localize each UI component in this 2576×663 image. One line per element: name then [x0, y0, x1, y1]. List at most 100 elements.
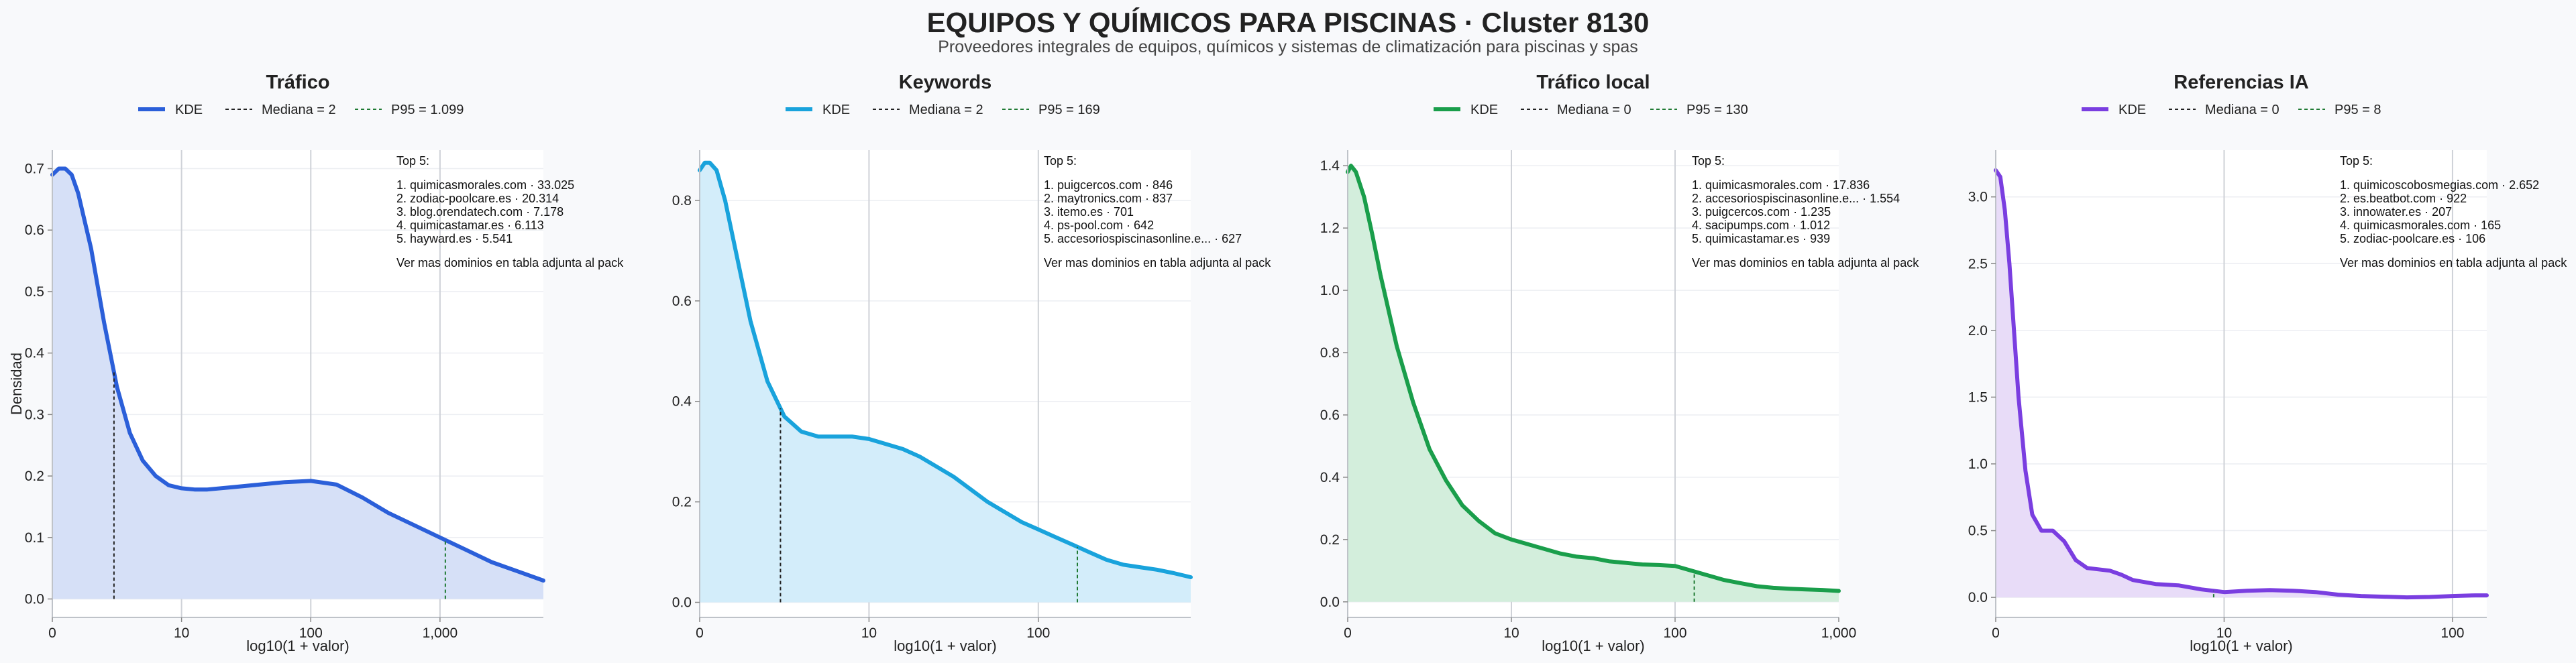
- y-tick-label: 0.6: [672, 294, 692, 309]
- top5-title: Top 5:: [1692, 154, 1725, 168]
- y-tick-label: 3.0: [1968, 190, 1988, 205]
- kde-area: [700, 162, 1191, 603]
- x-tick-label: 10: [1503, 625, 1519, 641]
- top5-title: Top 5:: [396, 154, 429, 168]
- x-tick-label: 100: [299, 625, 323, 641]
- top5-title: Top 5:: [1044, 154, 1077, 168]
- top5-item: 2. accesoriospiscinasonline.e... · 1.554: [1692, 192, 1900, 205]
- top5-item: 4. quimicastamar.es · 6.113: [396, 219, 544, 232]
- y-tick-label: 0.5: [25, 284, 44, 300]
- top5-footer: Ver mas dominios en tabla adjunta al pac…: [1692, 256, 1919, 269]
- x-tick-label: 10: [861, 625, 877, 641]
- top5-item: 1. quimicasmorales.com · 33.025: [396, 178, 574, 192]
- kde-area: [52, 168, 543, 599]
- x-tick-label: 0: [696, 625, 704, 641]
- y-tick-label: 0.6: [25, 223, 44, 238]
- legend-median-label: Mediana = 2: [909, 103, 983, 117]
- x-tick-label: 0: [1992, 625, 2000, 641]
- x-tick-label: 100: [2440, 625, 2464, 641]
- legend-p95-label: P95 = 169: [1038, 103, 1100, 117]
- top5-item: 4. sacipumps.com · 1.012: [1692, 219, 1830, 232]
- legend-p95-label: P95 = 8: [2334, 103, 2381, 117]
- top5-item: 4. quimicasmorales.com · 165: [2340, 219, 2501, 232]
- kde-line: [1346, 164, 1841, 593]
- x-tick-label: 1,000: [1821, 625, 1857, 641]
- y-tick-label: 0.0: [1968, 590, 1988, 605]
- chart-panel-2: 0.0 0.2 0.4 0.6 0.8 0 10 100 log10(1 + valor) Key…: [672, 72, 1271, 654]
- top5-item: 4. ps-pool.com · 642: [1044, 219, 1154, 232]
- legend-p95-label: P95 = 130: [1686, 103, 1748, 117]
- y-tick-label: 0.7: [25, 162, 44, 177]
- top5-item: 3. innowater.es · 207: [2340, 205, 2452, 219]
- y-tick-label: 0.0: [25, 591, 44, 607]
- top5-item: 2. zodiac-poolcare.es · 20.314: [396, 192, 559, 205]
- y-tick-label: 0.4: [25, 346, 45, 361]
- kde-area: [1996, 170, 2487, 598]
- x-tick-label: 1,000: [423, 625, 458, 641]
- kde-line: [698, 160, 1193, 579]
- x-axis-label: log10(1 + valor): [1542, 638, 1644, 654]
- x-tick-label: 10: [174, 625, 189, 641]
- legend-kde-label: KDE: [822, 103, 850, 117]
- panel-title: Tráfico: [266, 72, 329, 93]
- y-tick-label: 1.0: [1320, 283, 1340, 298]
- figure-title: EQUIPOS Y QUÍMICOS PARA PISCINAS · Clust…: [926, 7, 1650, 38]
- y-tick-label: 0.1: [25, 530, 44, 546]
- top5-item: 3. blog.orendatech.com · 7.178: [396, 205, 564, 219]
- top5-item: 5. hayward.es · 5.541: [396, 232, 513, 245]
- plot-area: [1996, 150, 2487, 617]
- kde-line: [1994, 168, 2489, 600]
- y-tick-label: 0.4: [1320, 470, 1340, 485]
- kde-line: [50, 166, 545, 583]
- y-tick-label: 0.0: [1320, 595, 1340, 610]
- y-tick-label: 0.3: [25, 407, 44, 422]
- panel-title: Tráfico local: [1536, 72, 1650, 93]
- panel-title: Keywords: [899, 72, 992, 93]
- top5-item: 2. maytronics.com · 837: [1044, 192, 1173, 205]
- y-tick-label: 1.0: [1968, 457, 1988, 472]
- legend-kde-label: KDE: [1470, 103, 1498, 117]
- top5-item: 1. quimicasmorales.com · 17.836: [1692, 178, 1870, 192]
- x-axis-label: log10(1 + valor): [2190, 638, 2292, 654]
- panel-title: Referencias IA: [2174, 72, 2309, 93]
- top5-item: 5. accesoriospiscinasonline.e... · 627: [1044, 232, 1242, 245]
- x-tick-label: 100: [1026, 625, 1050, 641]
- x-tick-label: 10: [2216, 625, 2232, 641]
- top5-footer: Ver mas dominios en tabla adjunta al pac…: [1044, 256, 1271, 269]
- y-tick-label: 2.5: [1968, 256, 1988, 272]
- top5-footer: Ver mas dominios en tabla adjunta al pac…: [396, 256, 624, 269]
- y-tick-label: 0.2: [1320, 532, 1340, 548]
- y-tick-label: 1.5: [1968, 389, 1988, 405]
- kde-area: [1348, 166, 1839, 602]
- x-axis-label: log10(1 + valor): [894, 638, 996, 654]
- top5-footer: Ver mas dominios en tabla adjunta al pac…: [2340, 256, 2567, 269]
- top5-item: 3. puigcercos.com · 1.235: [1692, 205, 1831, 219]
- legend-median-label: Mediana = 0: [1557, 103, 1631, 117]
- top5-item: 5. zodiac-poolcare.es · 106: [2340, 232, 2485, 245]
- top5-title: Top 5:: [2340, 154, 2373, 168]
- figure-subtitle: Proveedores integrales de equipos, quími…: [938, 38, 1638, 56]
- chart-panel-4: 0.0 0.5 1.0 1.5 2.0 2.5 3.0 0 10 100 log10(1 + val…: [1968, 72, 2567, 654]
- y-tick-label: 0.4: [672, 394, 692, 410]
- y-tick-label: 0.8: [672, 193, 692, 208]
- y-axis-label: Densidad: [8, 353, 25, 415]
- chart-panel-3: 0.0 0.2 0.4 0.6 0.8 1.0 1.2 1.4 0 10 100 1,000 log10…: [1320, 72, 1919, 654]
- y-tick-label: 1.2: [1320, 221, 1340, 236]
- top5-item: 1. puigcercos.com · 846: [1044, 178, 1173, 192]
- y-tick-label: 0.2: [672, 495, 692, 510]
- top5-item: 1. quimicoscobosmegias.com · 2.652: [2340, 178, 2539, 192]
- y-tick-label: 0.5: [1968, 524, 1988, 539]
- y-tick-label: 0.0: [672, 595, 692, 611]
- x-tick-label: 0: [1344, 625, 1352, 641]
- y-tick-label: 0.2: [25, 469, 44, 484]
- legend-kde-label: KDE: [175, 103, 203, 117]
- x-tick-label: 0: [48, 625, 56, 641]
- legend-kde-label: KDE: [2118, 103, 2146, 117]
- x-tick-label: 100: [1663, 625, 1686, 641]
- legend-p95-label: P95 = 1.099: [391, 103, 464, 117]
- chart-panel-1: 0.0 0.1 0.2 0.3 0.4 0.5 0.6 0.7 0 10 100 1,000 log10…: [8, 72, 624, 654]
- legend-median-label: Mediana = 2: [262, 103, 336, 117]
- top5-item: 2. es.beatbot.com · 922: [2340, 192, 2467, 205]
- x-axis-label: log10(1 + valor): [246, 638, 349, 654]
